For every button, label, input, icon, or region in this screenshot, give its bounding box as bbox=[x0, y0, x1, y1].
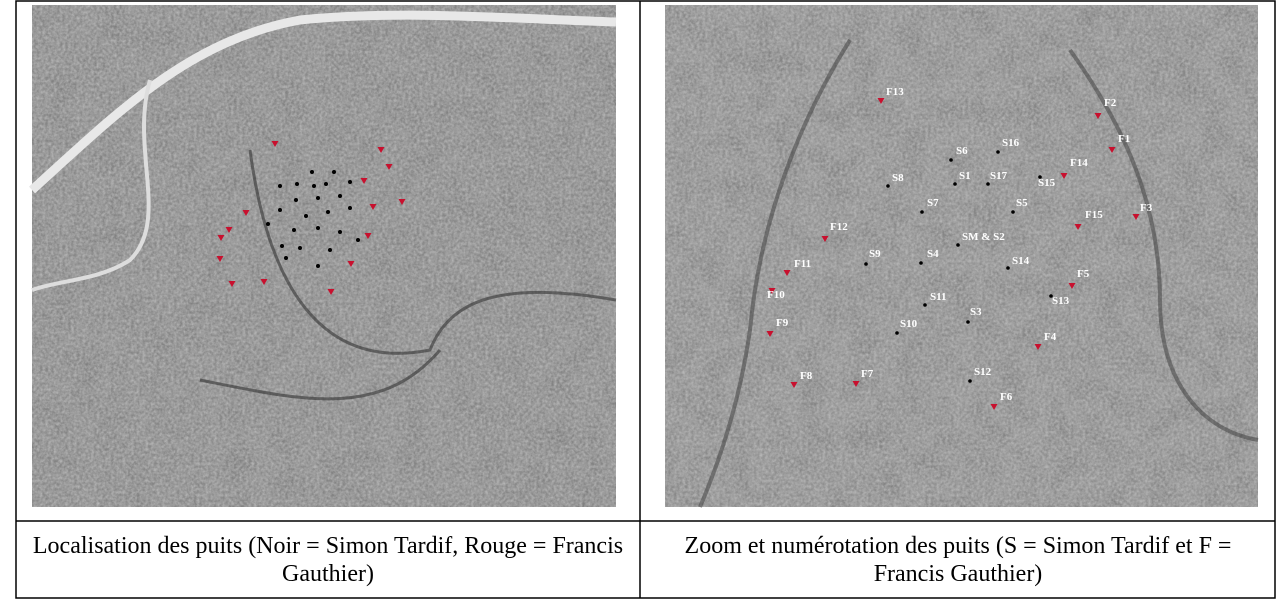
red-marker bbox=[821, 236, 829, 242]
well-label: S17 bbox=[990, 170, 1008, 182]
red-marker bbox=[768, 288, 776, 294]
red-marker bbox=[1132, 214, 1140, 220]
well-label: F4 bbox=[1044, 331, 1057, 343]
black-marker bbox=[966, 320, 970, 324]
well-label: F12 bbox=[830, 221, 848, 233]
well-label: S11 bbox=[930, 291, 947, 303]
well-label: S12 bbox=[974, 366, 992, 378]
red-marker bbox=[990, 404, 998, 410]
well-label: F3 bbox=[1140, 202, 1153, 214]
black-marker bbox=[920, 210, 924, 214]
red-marker bbox=[783, 270, 791, 276]
well-label: S7 bbox=[927, 197, 939, 209]
red-marker bbox=[217, 235, 225, 241]
well-label: S10 bbox=[900, 318, 918, 330]
well-label: F6 bbox=[1000, 391, 1013, 403]
well-label: F2 bbox=[1104, 97, 1117, 109]
red-marker bbox=[377, 147, 385, 153]
red-marker bbox=[1108, 147, 1116, 153]
red-marker bbox=[347, 261, 355, 267]
well-label: S4 bbox=[927, 248, 939, 260]
red-marker bbox=[228, 281, 236, 287]
well-label: S5 bbox=[1016, 197, 1028, 209]
well-label: S14 bbox=[1012, 255, 1030, 267]
well-label: S13 bbox=[1052, 295, 1070, 307]
red-marker bbox=[398, 199, 406, 205]
black-marker bbox=[864, 262, 868, 266]
well-label: F14 bbox=[1070, 157, 1088, 169]
black-marker bbox=[986, 182, 990, 186]
red-marker bbox=[1034, 344, 1042, 350]
well-label: S6 bbox=[956, 145, 968, 157]
well-label: F8 bbox=[800, 370, 813, 382]
black-marker bbox=[1038, 175, 1042, 179]
red-marker bbox=[1068, 283, 1076, 289]
red-marker bbox=[369, 204, 377, 210]
well-label: S15 bbox=[1038, 177, 1056, 189]
well-label: S9 bbox=[869, 248, 881, 260]
red-marker bbox=[225, 227, 233, 233]
black-marker bbox=[919, 261, 923, 265]
black-marker bbox=[996, 150, 1000, 154]
red-marker bbox=[271, 141, 279, 147]
aerial-image-right: F13 F2 F1 S6 S16 F14 S15 S8 S1 S17 S7 S5 F15 F3 F12 SM … bbox=[665, 5, 1259, 508]
well-label: S1 bbox=[959, 170, 971, 182]
red-marker bbox=[877, 98, 885, 104]
black-marker bbox=[956, 243, 960, 247]
black-marker bbox=[953, 182, 957, 186]
red-marker bbox=[1060, 173, 1068, 179]
black-marker bbox=[968, 379, 972, 383]
red-marker bbox=[385, 164, 393, 170]
black-marker bbox=[1006, 266, 1010, 270]
red-marker bbox=[790, 382, 798, 388]
well-label: F1 bbox=[1118, 133, 1130, 145]
well-label: F10 bbox=[767, 289, 785, 301]
aerial-image-left bbox=[28, 5, 617, 507]
black-marker bbox=[1049, 294, 1053, 298]
well-label: F9 bbox=[776, 317, 789, 329]
black-marker bbox=[1011, 210, 1015, 214]
red-marker bbox=[1094, 113, 1102, 119]
well-label: S8 bbox=[892, 172, 904, 184]
caption-right: Zoom et numérotation des puits (S = Simo… bbox=[684, 533, 1232, 587]
well-label: S3 bbox=[970, 306, 982, 318]
well-label: F11 bbox=[794, 258, 811, 270]
well-label: SM & S2 bbox=[962, 231, 1005, 243]
black-marker bbox=[886, 184, 890, 188]
well-label: S16 bbox=[1002, 137, 1020, 149]
well-label: F13 bbox=[886, 86, 904, 98]
black-marker bbox=[923, 303, 927, 307]
well-label: F7 bbox=[861, 368, 874, 380]
well-label: F15 bbox=[1085, 209, 1103, 221]
red-marker bbox=[242, 210, 250, 216]
red-marker bbox=[766, 331, 774, 337]
red-marker bbox=[360, 178, 368, 184]
red-marker bbox=[1074, 224, 1082, 230]
black-marker bbox=[949, 158, 953, 162]
red-marker bbox=[216, 256, 224, 262]
well-label: F5 bbox=[1077, 268, 1090, 280]
red-marker bbox=[260, 279, 268, 285]
red-marker bbox=[852, 381, 860, 387]
caption-left: Localisation des puits (Noir = Simon Tar… bbox=[32, 533, 624, 587]
table-borders bbox=[15, 0, 1276, 599]
red-marker bbox=[364, 233, 372, 239]
red-marker bbox=[327, 289, 335, 295]
black-marker bbox=[895, 331, 899, 335]
